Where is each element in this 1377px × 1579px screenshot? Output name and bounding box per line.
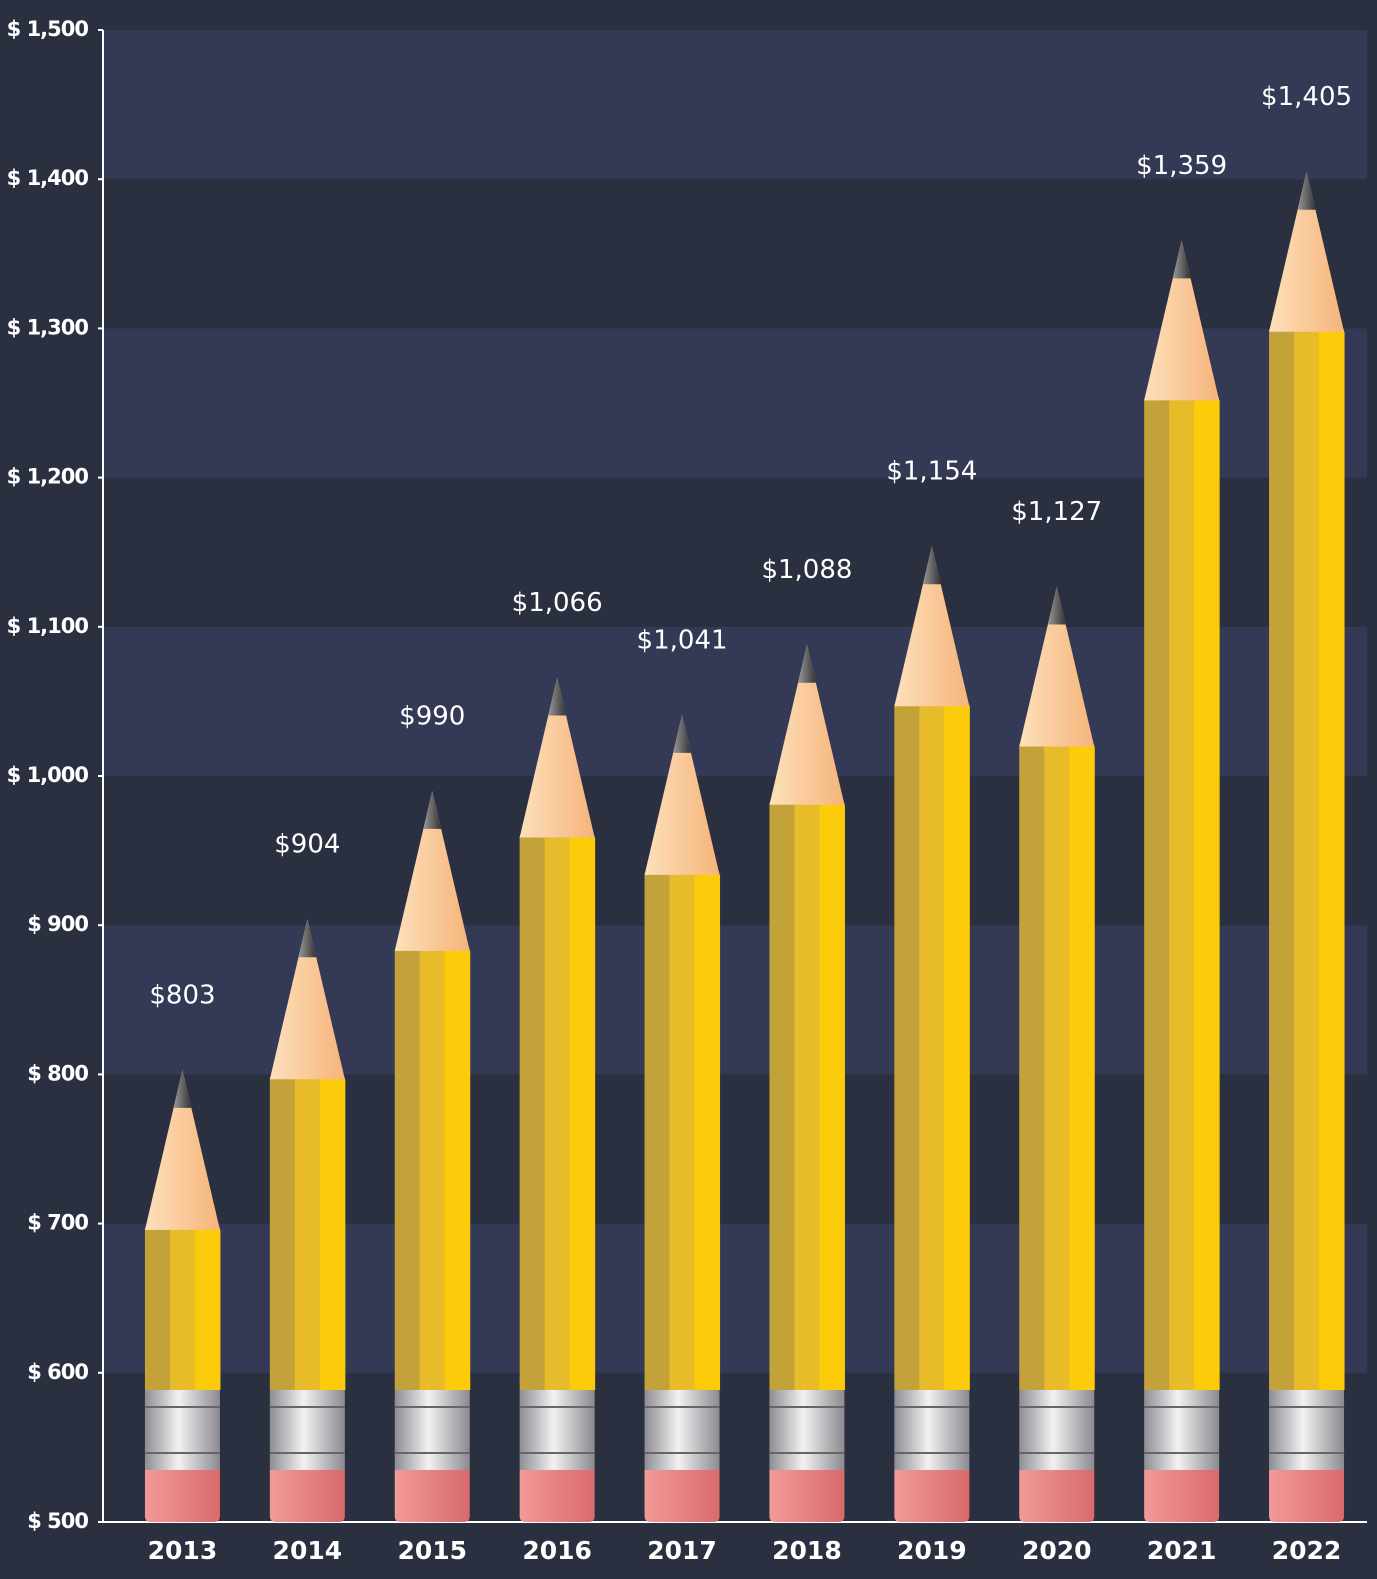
pencil <box>645 715 721 1522</box>
pencil-ferrule <box>769 1390 844 1470</box>
pencil-stripe <box>695 875 721 1390</box>
x-tick-label: 2016 <box>522 1536 592 1565</box>
x-tick-label: 2021 <box>1147 1536 1217 1565</box>
x-tick-label: 2022 <box>1272 1536 1342 1565</box>
y-tick-label: $ 700 <box>27 1211 88 1235</box>
pencil-stripe <box>1269 332 1295 1390</box>
pencil-stripe <box>1194 400 1220 1390</box>
pencil-stripe <box>894 706 920 1390</box>
pencil-stripe <box>769 805 795 1390</box>
value-label: $803 <box>149 980 215 1010</box>
pencil-stripe <box>445 951 471 1390</box>
pencil <box>1269 172 1345 1522</box>
pencil-eraser <box>1019 1470 1094 1522</box>
x-tick-label: 2019 <box>897 1536 967 1565</box>
pencil-eraser <box>520 1470 595 1522</box>
pencil-stripe <box>145 1230 171 1390</box>
pencil-stripe <box>420 951 446 1390</box>
pencil-stripe <box>645 875 671 1390</box>
value-label: $1,127 <box>1011 497 1102 527</box>
pencil-ferrule <box>270 1390 345 1470</box>
pencil-stripe <box>570 838 596 1390</box>
pencil <box>1144 240 1220 1522</box>
y-tick-label: $ 500 <box>27 1509 88 1533</box>
value-label: $1,154 <box>886 457 977 487</box>
pencil-ferrule <box>1019 1390 1094 1470</box>
y-tick-label: $ 1,200 <box>7 465 89 489</box>
pencil-stripe <box>320 1079 346 1390</box>
pencil-ferrule <box>395 1390 470 1470</box>
value-label: $1,066 <box>512 588 603 618</box>
pencil-stripe <box>1069 747 1095 1390</box>
pencil-stripe <box>1144 400 1170 1390</box>
pencil <box>769 645 845 1522</box>
value-label: $990 <box>399 701 465 731</box>
pencil-stripe <box>944 706 970 1390</box>
value-label: $904 <box>274 830 340 860</box>
y-tick-label: $ 1,300 <box>7 315 89 339</box>
pencil-stripe <box>1044 747 1070 1390</box>
pencil-eraser <box>395 1470 470 1522</box>
pencil-stripe <box>270 1079 296 1390</box>
pencil-ferrule <box>1269 1390 1344 1470</box>
x-tick-label: 2014 <box>273 1536 343 1565</box>
pencil-stripe <box>395 951 421 1390</box>
pencil-stripe <box>1294 332 1320 1390</box>
pencil-eraser <box>645 1470 720 1522</box>
y-tick-label: $ 1,500 <box>7 17 89 41</box>
pencil-ferrule <box>145 1390 220 1470</box>
value-label: $1,088 <box>761 555 852 585</box>
y-tick-label: $ 800 <box>27 1061 88 1085</box>
value-label: $1,405 <box>1261 82 1352 112</box>
y-tick-label: $ 900 <box>27 912 88 936</box>
pencil-ferrule <box>645 1390 720 1470</box>
pencil-stripe <box>520 838 546 1390</box>
pencil-ferrule <box>520 1390 595 1470</box>
pencil-stripe <box>794 805 820 1390</box>
chart: $ 500 $ 600 $ 700 $ 800 $ 900 $ 1,000 $ 1,100 $… <box>0 0 1377 1579</box>
pencil-stripe <box>819 805 845 1390</box>
pencil <box>520 678 596 1522</box>
pencil-ferrule <box>1144 1390 1219 1470</box>
pencil-stripe <box>1019 747 1045 1390</box>
pencil-stripe <box>1319 332 1345 1390</box>
pencil-eraser <box>894 1470 969 1522</box>
pencil <box>894 546 970 1522</box>
pencil <box>1019 587 1095 1522</box>
pencil-eraser <box>1269 1470 1344 1522</box>
x-tick-label: 2020 <box>1022 1536 1092 1565</box>
pencil-stripe <box>545 838 571 1390</box>
y-tick-label: $ 1,100 <box>7 614 89 638</box>
y-tick-label: $ 600 <box>27 1360 88 1384</box>
pencil-stripe <box>195 1230 221 1390</box>
pencil-eraser <box>769 1470 844 1522</box>
value-label: $1,359 <box>1136 151 1227 181</box>
pencil-stripe <box>295 1079 321 1390</box>
x-tick-label: 2017 <box>647 1536 717 1565</box>
x-tick-label: 2013 <box>148 1536 218 1565</box>
x-tick-label: 2015 <box>397 1536 467 1565</box>
y-tick-label: $ 1,000 <box>7 763 89 787</box>
pencil-stripe <box>170 1230 196 1390</box>
pencil-eraser <box>1144 1470 1219 1522</box>
y-tick-label: $ 1,400 <box>7 166 89 190</box>
pencil-eraser <box>145 1470 220 1522</box>
pencil-eraser <box>270 1470 345 1522</box>
pencil-stripe <box>1169 400 1195 1390</box>
pencil-ferrule <box>894 1390 969 1470</box>
pencil-stripe <box>670 875 696 1390</box>
pencil-stripe <box>919 706 945 1390</box>
x-tick-label: 2018 <box>772 1536 842 1565</box>
value-label: $1,041 <box>637 625 728 655</box>
